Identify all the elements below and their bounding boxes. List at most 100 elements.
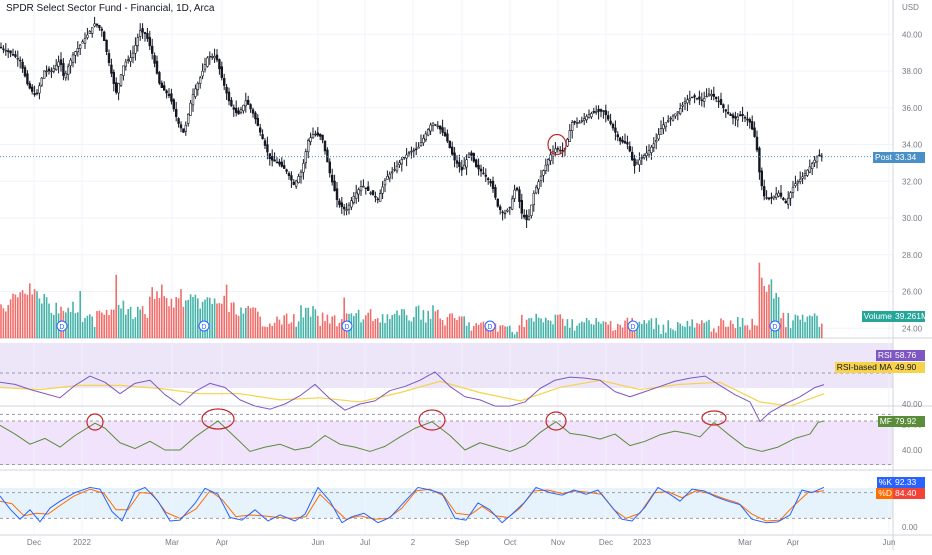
volume-bar	[533, 321, 535, 339]
candle-body	[542, 170, 545, 176]
candle-body	[443, 132, 447, 137]
candle-body	[220, 66, 223, 78]
candle-body	[239, 109, 243, 113]
volume-bar	[293, 314, 295, 339]
candle-body	[146, 33, 149, 39]
candle-body	[143, 32, 147, 34]
candle-body	[352, 196, 355, 203]
price-tick-label: 38.00	[902, 67, 923, 76]
candle-body	[393, 169, 396, 171]
post-label-tag: Post	[872, 152, 894, 163]
volume-bar	[813, 313, 816, 339]
candle-body	[54, 64, 58, 71]
volume-bar	[237, 315, 240, 339]
candle-body	[746, 118, 749, 121]
volume-bar	[444, 325, 446, 339]
volume-bar	[245, 307, 247, 339]
volume-bar	[271, 325, 273, 339]
candle-body	[40, 77, 44, 86]
volume-bar	[165, 297, 168, 339]
volume-bar	[669, 328, 672, 339]
candle-body	[71, 54, 75, 63]
volume-bar	[509, 325, 511, 339]
volume-bar	[636, 323, 638, 339]
candle-body	[582, 118, 586, 121]
volume-bar	[259, 316, 261, 339]
candle-body	[88, 31, 92, 34]
candle-body	[587, 114, 591, 118]
mf-highlight-circle	[86, 413, 104, 431]
candle-body	[309, 137, 312, 143]
volume-bar	[156, 291, 158, 339]
candle-body	[426, 129, 430, 136]
volume-bar	[528, 318, 530, 339]
volume-bar	[14, 294, 17, 339]
volume-bar	[127, 308, 129, 339]
volume-bar	[86, 315, 89, 339]
volume-bar	[266, 327, 269, 339]
volume-bar	[103, 314, 105, 339]
candle-body	[292, 181, 295, 185]
candle-body	[213, 55, 216, 59]
candle-body	[436, 125, 439, 128]
candle-body	[462, 164, 466, 170]
candle-body	[803, 173, 807, 176]
volume-bar	[530, 317, 533, 339]
volume-bar	[161, 284, 163, 339]
volume-bar	[717, 326, 720, 339]
candle-body	[117, 83, 120, 94]
candle-body	[194, 88, 197, 97]
candle-body	[410, 150, 413, 153]
volume-bar	[326, 314, 329, 339]
candle-body	[628, 146, 632, 152]
volume-bar	[746, 325, 749, 339]
candle-body	[729, 114, 732, 116]
candle-body	[470, 152, 473, 156]
candle-body	[110, 64, 113, 74]
candle-body	[527, 216, 531, 220]
candle-body	[798, 178, 802, 182]
volume-bar	[605, 321, 607, 339]
volume-bar	[393, 313, 396, 339]
candle-body	[525, 214, 528, 221]
candle-body	[52, 68, 56, 72]
candle-body	[14, 54, 17, 57]
candle-body	[261, 134, 264, 140]
volume-bar	[242, 313, 245, 339]
candle-body	[64, 73, 68, 79]
volume-bar	[132, 319, 134, 339]
volume-bar	[777, 297, 780, 339]
candle-body	[354, 192, 358, 199]
candle-body	[539, 175, 543, 182]
volume-bar	[372, 321, 374, 339]
volume-bar	[21, 290, 24, 339]
candle-body	[95, 23, 99, 26]
candle-body	[282, 165, 286, 169]
chart-title: SPDR Select Sector Fund - Financial, 1D,…	[6, 3, 215, 14]
volume-bar	[218, 303, 221, 339]
candle-body	[801, 176, 804, 179]
volume-bar	[307, 307, 309, 339]
volume-bar	[247, 306, 249, 339]
volume-bar	[381, 314, 384, 339]
volume-bar	[413, 317, 415, 339]
volume-bar	[619, 324, 621, 339]
volume-bar	[701, 320, 703, 339]
candle-body	[119, 74, 123, 86]
volume-bar	[360, 322, 362, 339]
volume-bar	[213, 298, 216, 339]
volume-bar	[264, 326, 266, 339]
candle-body	[364, 187, 367, 189]
candle-body	[223, 78, 226, 86]
candle-body	[578, 122, 581, 124]
candle-body	[199, 77, 202, 84]
volume-bar	[273, 322, 276, 339]
volume-bar	[302, 317, 305, 339]
candle-body	[342, 206, 346, 210]
candle-body	[79, 44, 82, 49]
candle-body	[602, 110, 605, 112]
candle-body	[806, 169, 809, 176]
volume-bar	[653, 329, 655, 339]
